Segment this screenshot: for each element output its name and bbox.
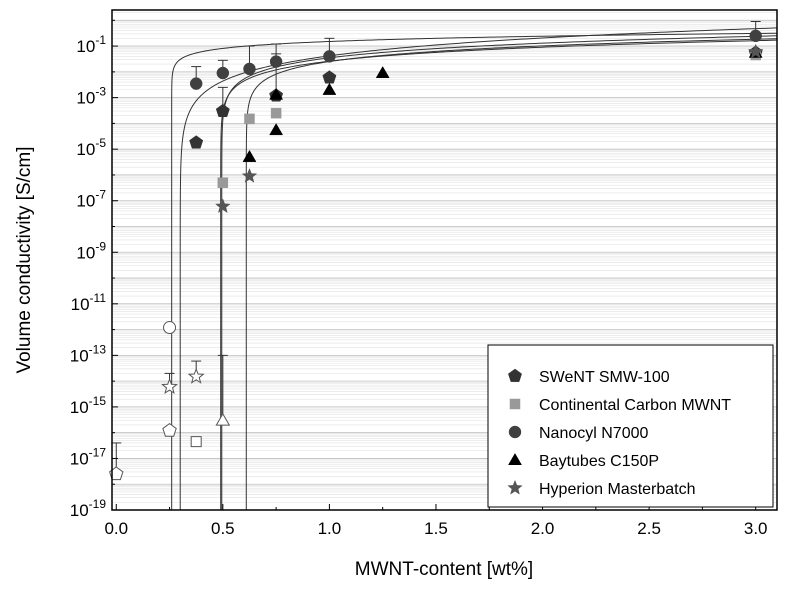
x-tick-label: 1.5 [424,519,448,538]
x-tick-label: 3.0 [744,519,768,538]
x-tick-label: 0.0 [104,519,128,538]
y-axis-title: Volume conductivity [S/cm] [14,146,35,373]
legend-marker-square [509,398,521,410]
data-point-square [217,177,229,188]
x-tick-label: 0.5 [211,519,235,538]
data-point-triangle [215,412,231,426]
legend-marker-triangle [508,453,522,465]
y-tick-label: 10-9 [76,239,106,262]
y-tick-label: 10-11 [71,291,107,314]
plot-frame [111,9,778,511]
data-point-square [244,113,255,125]
y-tick-label: 10-19 [70,497,107,520]
legend-label: Nanocyl N7000 [539,425,649,442]
axis-ticks [112,19,757,511]
data-point-circle [189,77,203,90]
y-tick-labels: 10-1 10-3 10-5 10-7 10-9 10-11 10-13 10-15 10-17… [70,33,107,520]
data-point-triangle [242,149,257,162]
legend-marker-pentagon [508,368,522,382]
data-point-triangle [322,82,337,95]
x-tick-label: 2.5 [637,519,661,538]
legend: SWeNT SMW-100 Continental Carbon MWNT Nano… [487,344,774,508]
data-point-triangle [269,87,284,100]
data-point-star [241,167,258,183]
data-point-circle [269,55,283,68]
y-tick-label: 10-13 [70,342,107,365]
y-tick-label: 10-7 [76,188,106,211]
legend-label: Baytubes C150P [539,453,659,470]
legend-label: Continental Carbon MWNT [539,397,731,414]
data-point-pentagon [189,135,204,149]
legend-marker-circle [508,425,522,439]
data-point-circle [216,66,230,80]
legend-box [487,344,774,508]
x-tick-label: 2.0 [531,519,555,538]
data-point-star [161,377,179,395]
fit-curve [245,38,778,510]
data-point-pentagon [162,423,177,437]
y-tick-label: 10-15 [70,394,107,417]
x-tick-labels: 0.0 0.5 1.0 1.5 2.0 2.5 3.0 [104,519,767,538]
data-point-star [747,43,764,59]
data-points [109,29,764,481]
data-point-pentagon [215,103,230,118]
data-point-circle [749,29,762,43]
legend-label: Hyperion Masterbatch [539,481,696,498]
data-point-pentagon [322,70,337,84]
x-axis-title: MWNT-content [wt%] [355,559,533,580]
data-point-triangle [375,66,390,79]
legend-marker-star [507,479,523,495]
x-tick-label: 1.0 [318,519,342,538]
data-point-circle [163,321,177,335]
data-point-circle [243,62,256,76]
legend-label: SWeNT SMW-100 [539,369,670,386]
data-point-circle [323,50,336,63]
data-point-star [187,367,205,384]
y-tick-label: 10-17 [70,445,107,468]
data-point-triangle [269,123,284,136]
y-tick-label: 10-1 [76,33,106,56]
data-point-square [270,107,282,119]
data-point-square [190,436,202,448]
y-tick-label: 10-5 [76,136,106,159]
data-point-pentagon [109,466,124,481]
y-tick-label: 10-3 [76,85,106,108]
data-point-star [215,198,231,214]
